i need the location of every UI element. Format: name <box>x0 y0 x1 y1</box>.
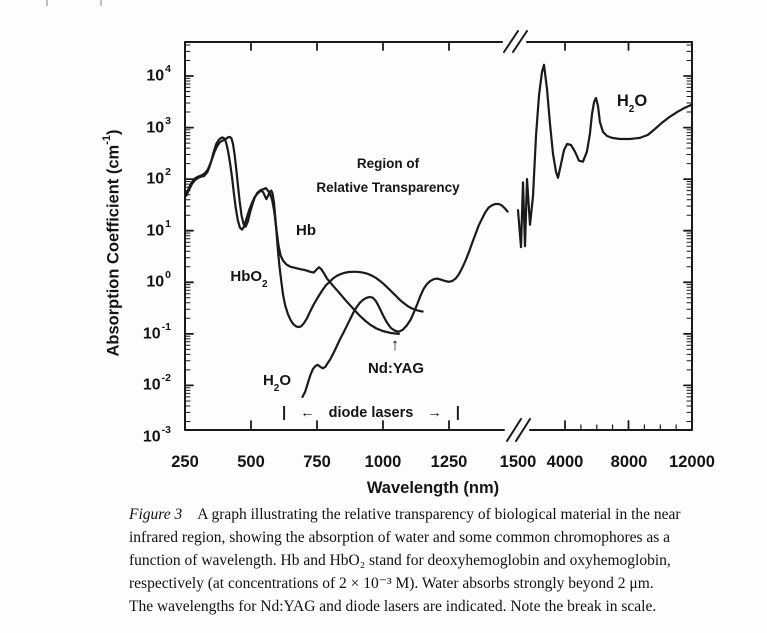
region-of-relative-transparency-label-line2: Relative Transparency <box>316 180 460 195</box>
x-axis-tick-label: 4000 <box>546 453 584 471</box>
caption-text: A graph illustrating the relative transp… <box>197 506 681 523</box>
y-axis-title-exponent: -1 <box>100 134 113 145</box>
hbo2-curve-label: HbO2 <box>230 268 268 290</box>
figure-number-label: Figure 3 <box>129 506 183 523</box>
x-axis-tick-label: 1000 <box>364 453 402 471</box>
scan-artifact <box>100 0 102 6</box>
hbo2-label-subscript: 2 <box>262 279 268 290</box>
diode-range-left-arrow-icon: ← <box>300 404 315 421</box>
y-axis-tick-label: 103 <box>146 115 171 137</box>
h2o-ir-label-suffix: O <box>634 92 648 110</box>
h2o-ir-curve-label: H2O <box>616 92 648 116</box>
curve-h2o <box>516 63 694 249</box>
x-axis-tick-label: 750 <box>303 453 331 471</box>
x-axis-tick-label: 500 <box>237 453 265 471</box>
diode-lasers-label: diode lasers <box>328 404 414 421</box>
curve-hbo2 <box>185 136 424 329</box>
h2o-label-base: H <box>262 372 274 389</box>
hb-curve-label: Hb <box>296 222 316 239</box>
h2o-label-suffix: O <box>279 372 292 389</box>
y-axis-tick-label: 100 <box>146 269 171 291</box>
curve-hb <box>185 135 400 335</box>
tick-label-layer: 104 103 102 101 100 10-1 10-2 10-3 250 500 750 1000… <box>142 63 715 471</box>
h2o-label-subscript: 2 <box>273 383 280 394</box>
y-axis-tick-label: 101 <box>146 218 171 240</box>
y-axis-tick-label: 10-2 <box>142 372 171 394</box>
figure-caption: Figure 3 A graph illustrating the relativ… <box>129 503 743 618</box>
x-axis-tick-label: 1500 <box>499 453 537 471</box>
curve-h2o <box>301 202 509 398</box>
diode-lasers-range-annotation: | ← diode lasers → | <box>282 404 460 421</box>
caption-line: Figure 3 A graph illustrating the relativ… <box>129 503 743 526</box>
h2o-nir-curve-label: H2O <box>262 372 292 394</box>
y-axis-tick-label: 10-1 <box>142 321 171 343</box>
caption-line: The wavelengths for Nd:YAG and diode las… <box>129 598 657 615</box>
h2o-ir-label-subscript: 2 <box>628 104 635 116</box>
y-axis-tick-label: 104 <box>146 63 171 85</box>
diode-range-right-arrow-icon: → <box>427 404 442 421</box>
y-axis-title: Absorption Coefficient (cm-1) <box>100 129 124 357</box>
absorption-spectra-plot <box>184 30 694 442</box>
x-axis-tick-label: 250 <box>171 453 199 471</box>
caption-line: function of wavelength. Hb and HbO₂ stan… <box>129 552 671 569</box>
ndyag-label: Nd:YAG <box>367 360 425 377</box>
region-of-relative-transparency-label-line1: Region of <box>356 156 420 171</box>
x-axis-tick-label: 12000 <box>669 453 715 471</box>
h2o-ir-label-base: H <box>616 92 629 110</box>
y-axis-title-text: Absorption Coefficient (cm <box>104 144 123 357</box>
x-axis-tick-label: 1250 <box>430 453 468 471</box>
diode-range-left-bar: | <box>282 404 287 421</box>
caption-line: respectively (at concentrations of 2 × 1… <box>129 575 654 592</box>
diode-range-right-bar: | <box>455 404 460 421</box>
x-axis-title: Wavelength (nm) <box>366 479 500 497</box>
y-axis-tick-label: 102 <box>146 166 171 188</box>
scan-artifact <box>46 0 48 6</box>
x-axis-tick-label: 8000 <box>610 453 648 471</box>
caption-line: infrared region, showing the absorption … <box>129 529 671 546</box>
hbo2-label-base: HbO <box>230 268 263 285</box>
ndyag-up-arrow-icon: ↑ <box>390 335 400 354</box>
y-axis-tick-label: 10-3 <box>142 424 171 446</box>
